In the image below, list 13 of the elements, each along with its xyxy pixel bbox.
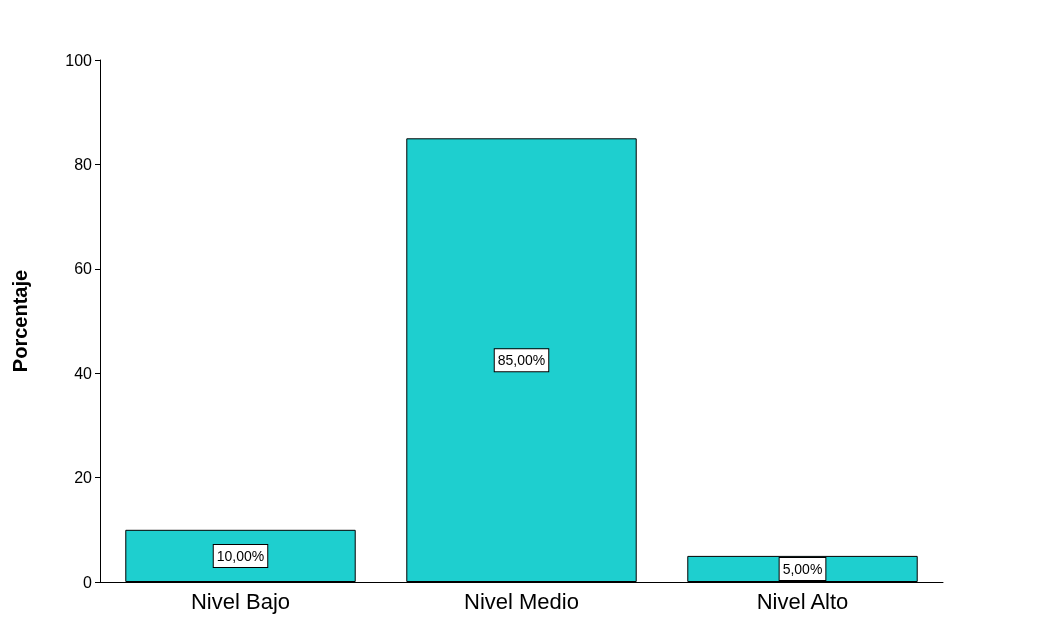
x-tick-label: Nivel Medio bbox=[464, 588, 579, 614]
y-tick-label: 60 bbox=[74, 260, 93, 278]
data-label: 85,00% bbox=[497, 352, 546, 369]
y-tick-label: 80 bbox=[74, 155, 93, 173]
x-tick-label: Nivel Alto bbox=[756, 588, 849, 614]
y-tick-label: 100 bbox=[65, 51, 93, 69]
y-axis-title: Porcentaje bbox=[9, 269, 31, 373]
data-label: 5,00% bbox=[782, 560, 823, 577]
y-tick-label: 0 bbox=[83, 573, 93, 591]
data-label: 10,00% bbox=[216, 547, 265, 564]
y-tick-label: 40 bbox=[74, 364, 93, 382]
y-tick-label: 20 bbox=[74, 469, 93, 487]
x-tick-label: Nivel Bajo bbox=[190, 588, 291, 614]
